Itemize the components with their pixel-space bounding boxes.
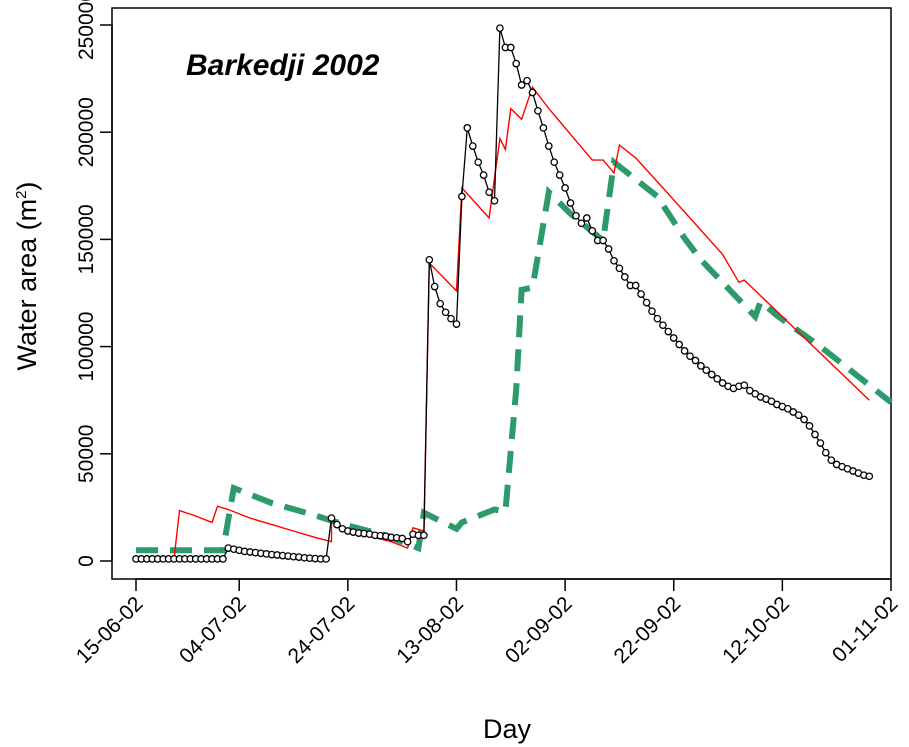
data-point (479, 171, 488, 179)
data-point (528, 88, 537, 97)
data-point (740, 381, 749, 390)
y-tick-label: 150000 (75, 204, 98, 274)
data-point (615, 264, 624, 273)
series-line-dashed-green (136, 156, 893, 554)
data-point (783, 404, 792, 413)
data-point (566, 199, 575, 207)
data-point (604, 245, 613, 253)
data-point (430, 282, 439, 291)
data-point (789, 408, 798, 416)
x-axis-title: Day (483, 714, 532, 744)
data-point (544, 142, 553, 150)
data-point (653, 314, 662, 323)
data-point (751, 389, 760, 398)
data-point (474, 158, 483, 167)
data-point (637, 290, 645, 298)
data-point (800, 415, 808, 424)
data-point (485, 188, 493, 197)
data-point (707, 370, 716, 379)
data-point (490, 196, 499, 205)
data-point (582, 214, 591, 222)
y-axis-title-close: ) (12, 182, 42, 191)
data-point (506, 43, 515, 52)
x-tick-label: 22-09-02 (610, 592, 686, 668)
y-tick-label: 100000 (75, 312, 98, 382)
x-tick-label: 13-08-02 (392, 592, 468, 668)
data-point (463, 124, 472, 132)
series-line-red (136, 85, 870, 560)
y-axis-title-main: Water area (m (12, 199, 42, 371)
data-point (436, 299, 445, 308)
data-point (572, 211, 580, 220)
y-tick-label: 0 (75, 555, 98, 567)
x-tick-label: 12-10-02 (718, 592, 794, 668)
data-point (452, 320, 461, 328)
data-point (599, 236, 607, 245)
data-point (561, 184, 569, 192)
data-point (686, 352, 694, 361)
data-point (327, 514, 336, 522)
data-point (496, 24, 504, 33)
data-point (702, 366, 711, 375)
data-point (631, 281, 640, 290)
data-point (794, 411, 803, 420)
data-point (664, 327, 673, 336)
x-tick-label: 24-07-02 (284, 592, 360, 668)
y-tick-label: 50000 (75, 425, 98, 483)
data-point (713, 374, 722, 383)
data-point (659, 321, 667, 330)
data-point (523, 76, 531, 85)
data-point (805, 422, 814, 430)
data-point (642, 298, 651, 307)
data-point (745, 386, 754, 395)
data-point (441, 308, 450, 317)
y-tick-label: 250000 (75, 0, 98, 60)
data-point (468, 142, 477, 150)
data-point (697, 362, 705, 370)
data-point (827, 456, 836, 465)
data-point (669, 334, 678, 342)
data-point (403, 537, 412, 546)
data-point (620, 273, 629, 281)
data-point (691, 356, 700, 365)
x-tick-label: 01-11-02 (828, 592, 903, 667)
data-point (767, 397, 776, 406)
plot-frame (111, 7, 892, 580)
data-point (577, 219, 586, 228)
data-point (550, 158, 559, 167)
data-point (718, 379, 727, 387)
data-point (675, 340, 684, 349)
x-tick-label: 02-09-02 (501, 592, 577, 668)
data-point (811, 430, 819, 439)
axis-layer: 15-06-02 04-07-02 24-07-02 13-08-02 02-09-02… (72, 0, 903, 668)
data-point (680, 347, 689, 355)
data-point (865, 472, 874, 481)
data-point (588, 226, 597, 235)
data-point (539, 124, 548, 132)
data-point (534, 106, 542, 115)
x-tick-label: 04-07-02 (175, 592, 251, 668)
y-axis-title: Water area (m2) (12, 182, 42, 371)
data-point (816, 439, 825, 447)
data-point (322, 555, 330, 563)
data-point (447, 314, 455, 323)
data-point (517, 81, 526, 89)
data-point (458, 192, 466, 201)
y-axis-title-sup: 2 (13, 191, 30, 199)
data-point (425, 255, 434, 264)
data-point (333, 520, 341, 529)
data-point (821, 448, 830, 457)
data-point (420, 531, 428, 540)
data-point (610, 256, 618, 265)
data-point (648, 307, 656, 316)
series-layer (132, 24, 893, 563)
x-tick-label: 15-06-02 (72, 592, 148, 668)
data-point (398, 534, 407, 543)
data-point (512, 59, 521, 68)
data-point (555, 171, 564, 179)
y-tick-label: 200000 (75, 97, 98, 167)
chart-title: Barkedji 2002 (186, 49, 380, 82)
data-point (219, 555, 227, 563)
